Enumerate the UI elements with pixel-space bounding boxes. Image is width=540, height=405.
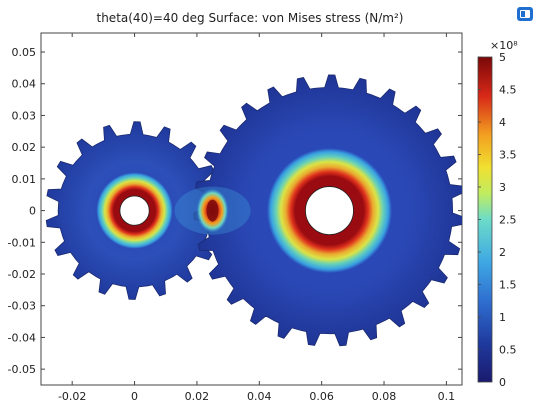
view-toggle-button[interactable] [514, 4, 536, 24]
colorbar-ticks: 0 0.5 1 1.5 2 2.5 3 3.5 4 4.5 5 [478, 51, 517, 389]
y-tick-label: 0.01 [12, 173, 37, 186]
small-gear-hole [119, 195, 150, 226]
x-tick-label: 0.08 [372, 390, 397, 403]
y-tick-label: -0.05 [8, 363, 36, 376]
y-tick-label: 0.04 [12, 78, 37, 91]
colorbar-tick-label: 5 [499, 51, 506, 64]
colorbar: ×10⁸ 0 0.5 1 1.5 2 2.5 3 3.5 4 4.5 5 [477, 39, 518, 389]
colorbar-tick-label: 2 [499, 246, 506, 259]
y-tick-label: -0.02 [8, 268, 36, 281]
plot-title: theta(40)=40 deg Surface: von Mises stre… [97, 11, 404, 25]
y-tick-label: 0.02 [12, 141, 37, 154]
y-tick-label: -0.01 [8, 236, 36, 249]
colorbar-tick-label: 1.5 [499, 279, 517, 292]
colorbar-tick-label: 0.5 [499, 344, 517, 357]
y-tick-label: -0.03 [8, 300, 36, 313]
gears-layer [45, 74, 462, 347]
y-axis: 0.05 0.04 0.03 0.02 0.01 0 -0.01 -0.02 -0.03 -0.0… [8, 46, 462, 376]
x-tick-label: 0.02 [185, 390, 210, 403]
colorbar-tick-label: 3.5 [499, 149, 517, 162]
y-tick-label: 0.03 [12, 109, 37, 122]
y-tick-label: -0.04 [8, 331, 36, 344]
x-tick-label: -0.02 [58, 390, 86, 403]
colorbar-tick-label: 2.5 [499, 214, 517, 227]
x-tick-label: 0 [131, 390, 138, 403]
x-axis: -0.02 0 0.02 0.04 0.06 0.08 0.1 [58, 33, 455, 403]
large-gear-hole [305, 186, 354, 235]
plot-title-group: theta(40)=40 deg Surface: von Mises stre… [97, 11, 404, 25]
colorbar-multiplier: ×10⁸ [490, 39, 518, 52]
colorbar-tick-label: 4 [499, 116, 506, 129]
colorbar-tick-label: 3 [499, 181, 506, 194]
colorbar-tick-label: 1 [499, 311, 506, 324]
y-tick-label: 0.05 [12, 46, 37, 59]
colorbar-tick-label: 0 [499, 376, 506, 389]
x-tick-label: 0.04 [247, 390, 272, 403]
x-tick-label: 0.06 [309, 390, 334, 403]
y-tick-label: 0 [29, 205, 36, 218]
colorbar-tick-label: 4.5 [499, 84, 517, 97]
contact-stress-core [206, 199, 219, 222]
x-tick-label: 0.1 [438, 390, 456, 403]
